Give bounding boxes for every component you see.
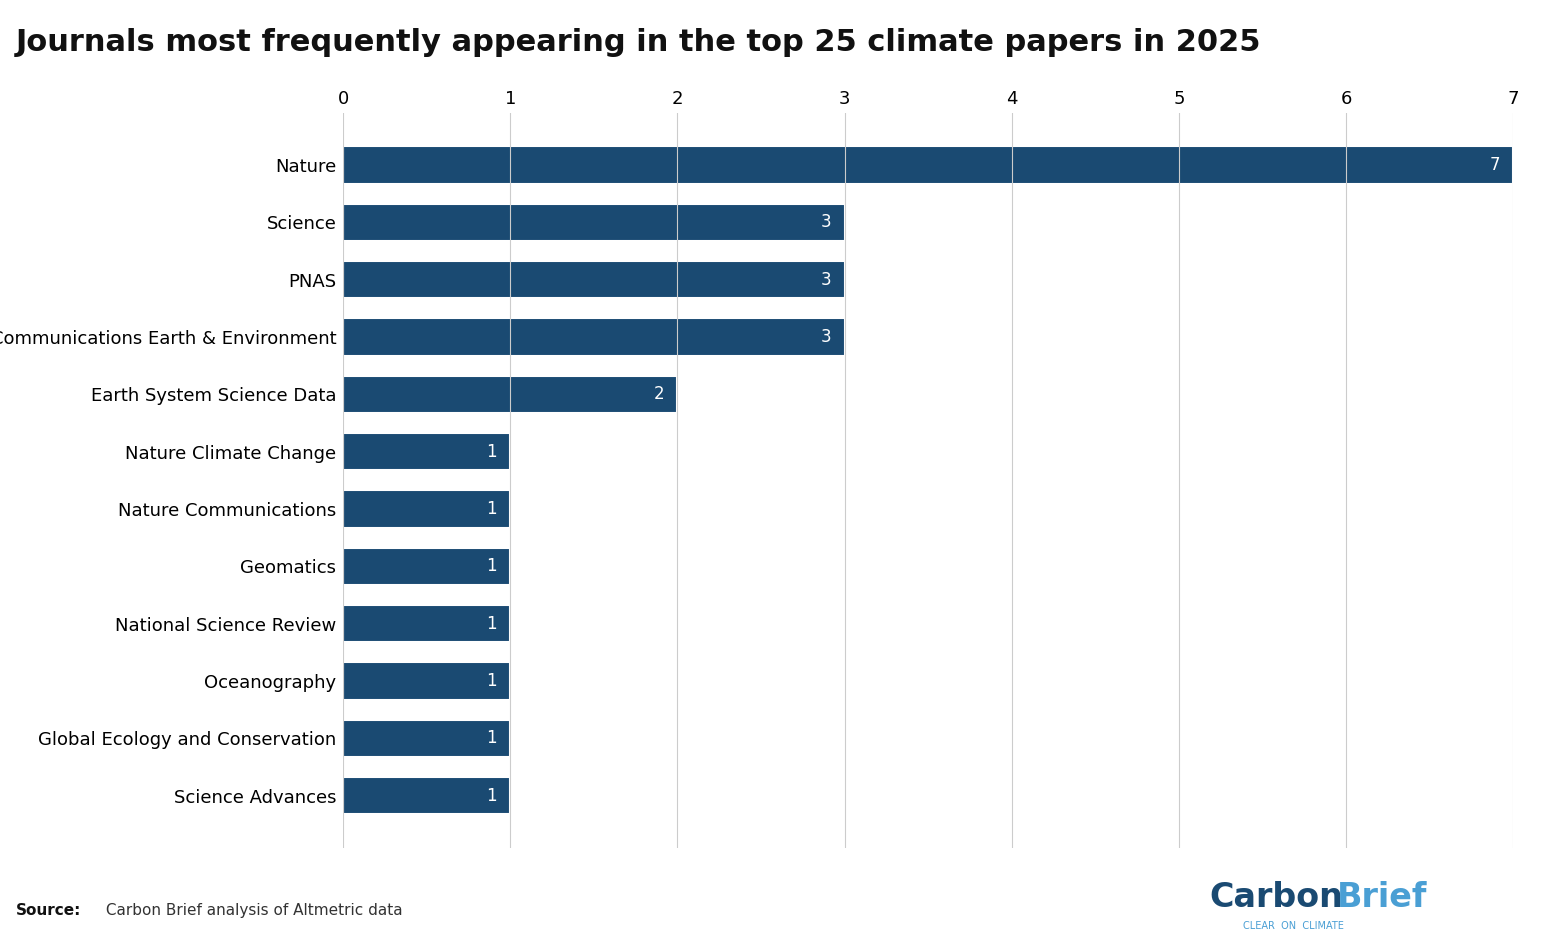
Bar — [343, 662, 510, 700]
Bar — [343, 318, 844, 356]
Text: 1: 1 — [487, 558, 498, 576]
Text: 3: 3 — [821, 328, 831, 346]
Text: 1: 1 — [487, 729, 498, 747]
Text: Carbon Brief analysis of Altmetric data: Carbon Brief analysis of Altmetric data — [101, 903, 402, 918]
Bar — [343, 146, 1513, 184]
Bar — [343, 203, 844, 241]
Bar — [343, 433, 510, 470]
Text: Carbon: Carbon — [1209, 881, 1343, 914]
Text: CLEAR  ON  CLIMATE: CLEAR ON CLIMATE — [1243, 920, 1345, 931]
Text: 7: 7 — [1490, 156, 1499, 174]
Bar — [343, 491, 510, 528]
Bar — [343, 261, 844, 299]
Text: 2: 2 — [654, 385, 665, 403]
Bar — [343, 777, 510, 815]
Bar — [343, 720, 510, 757]
Text: 1: 1 — [487, 672, 498, 690]
Text: 1: 1 — [487, 500, 498, 518]
Bar — [343, 376, 677, 413]
Text: Journals most frequently appearing in the top 25 climate papers in 2025: Journals most frequently appearing in th… — [16, 28, 1260, 57]
Text: 1: 1 — [487, 615, 498, 633]
Text: 1: 1 — [487, 443, 498, 461]
Text: Source:: Source: — [16, 903, 81, 918]
Text: 3: 3 — [821, 214, 831, 232]
Text: Brief: Brief — [1337, 881, 1427, 914]
Bar — [343, 605, 510, 642]
Text: 1: 1 — [487, 787, 498, 804]
Bar — [343, 548, 510, 585]
Text: 3: 3 — [821, 270, 831, 289]
